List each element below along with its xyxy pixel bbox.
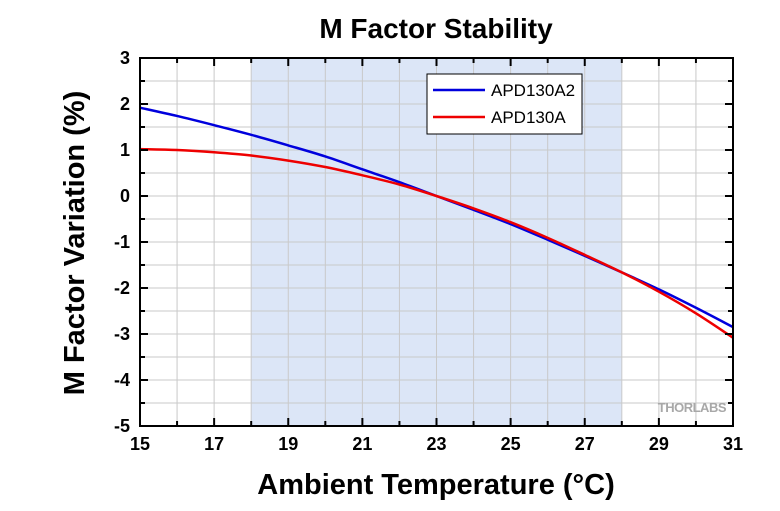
x-tick-label: 17 — [204, 434, 224, 454]
y-axis-label: M Factor Variation (%) — [59, 91, 91, 396]
y-tick-labels: 3 2 1 0 -1 -2 -3 -4 -5 — [114, 48, 130, 436]
series-lines — [139, 106, 734, 339]
y-tick-label: -2 — [114, 278, 130, 298]
y-tick-label: 1 — [120, 140, 130, 160]
legend-box — [426, 73, 583, 135]
x-tick-label: 15 — [130, 434, 150, 454]
y-tick-label: -4 — [114, 370, 130, 390]
x-tick-label: 21 — [352, 434, 372, 454]
legend: APD130A2 APD130A — [426, 73, 583, 135]
x-axis-label: Ambient Temperature (°C) — [257, 469, 615, 501]
series-line-apd130a — [139, 147, 734, 339]
x-tick-label: 31 — [723, 434, 743, 454]
x-tick-label: 25 — [501, 434, 521, 454]
chart-title: M Factor Stability — [319, 13, 553, 44]
y-tick-label: -1 — [114, 232, 130, 252]
x-tick-label: 29 — [649, 434, 669, 454]
legend-label-apd130a: APD130A — [491, 108, 566, 127]
y-tick-label: 2 — [120, 94, 130, 114]
x-tick-label: 23 — [426, 434, 446, 454]
x-tick-label: 19 — [278, 434, 298, 454]
y-tick-label: 3 — [120, 48, 130, 68]
axis-ticks — [139, 57, 734, 427]
x-tick-label: 27 — [575, 434, 595, 454]
x-tick-labels: 15 17 19 21 23 25 27 29 31 — [130, 434, 743, 454]
thorlabs-watermark: THORLABS — [658, 400, 727, 415]
y-tick-label: 0 — [120, 186, 130, 206]
y-tick-label: -3 — [114, 324, 130, 344]
legend-label-apd130a2: APD130A2 — [491, 81, 575, 100]
y-tick-label: -5 — [114, 416, 130, 436]
